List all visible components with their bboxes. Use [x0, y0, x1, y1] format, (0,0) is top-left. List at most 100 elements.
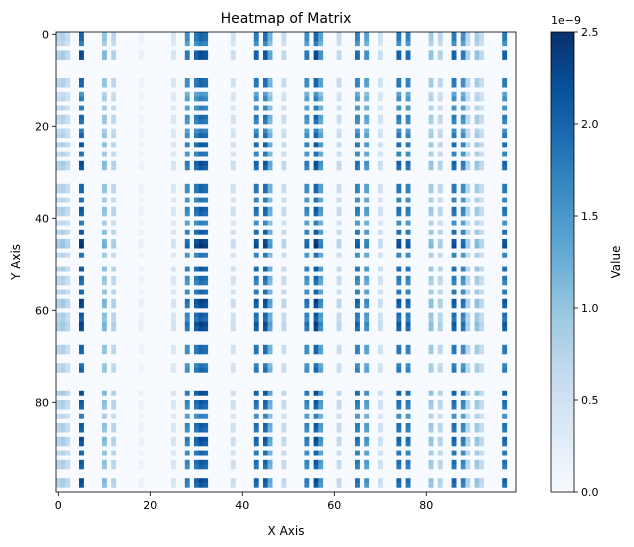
heatmap-cell — [465, 55, 471, 60]
heatmap-cell — [203, 142, 209, 148]
heatmap-cell — [437, 482, 443, 488]
heatmap-cell — [253, 298, 259, 304]
heatmap-cell — [405, 464, 411, 470]
heatmap-cell — [405, 404, 411, 410]
heatmap-cell — [79, 41, 84, 47]
heatmap-cell — [138, 441, 144, 447]
heatmap-cell — [479, 32, 485, 37]
heatmap-cell — [102, 344, 107, 350]
heatmap-cell — [460, 363, 466, 369]
heatmap-cell — [313, 55, 319, 60]
heatmap-cell — [267, 114, 273, 120]
heatmap-cell — [198, 91, 204, 97]
heatmap-cell — [203, 82, 209, 88]
heatmap-cell — [138, 96, 144, 102]
heatmap-cell — [111, 165, 117, 171]
heatmap-cell — [313, 344, 319, 350]
heatmap-cell — [171, 142, 176, 148]
heatmap-cell — [465, 349, 471, 355]
heatmap-cell — [396, 312, 402, 318]
heatmap-cell — [474, 317, 480, 323]
heatmap-cell — [364, 239, 370, 244]
heatmap-cell — [378, 298, 383, 304]
heatmap-cell — [60, 165, 66, 171]
heatmap-cell — [465, 344, 471, 350]
heatmap-cell — [364, 280, 370, 286]
heatmap-cell — [437, 239, 443, 244]
heatmap-cell — [60, 188, 66, 194]
heatmap-cell — [405, 78, 411, 83]
heatmap-cell — [60, 266, 66, 272]
heatmap-cell — [474, 160, 480, 166]
heatmap-cell — [102, 32, 107, 37]
heatmap-cell — [56, 229, 61, 235]
heatmap-cell — [355, 427, 360, 433]
x-tick-label: 0 — [55, 499, 62, 512]
heatmap-cell — [171, 478, 176, 484]
heatmap-cell — [65, 450, 71, 456]
heatmap-cell — [336, 321, 342, 327]
heatmap-cell — [230, 119, 236, 125]
heatmap-cell — [451, 321, 457, 327]
heatmap-cell — [184, 32, 190, 37]
heatmap-cell — [304, 400, 310, 405]
heatmap-cell — [364, 312, 370, 318]
heatmap-cell — [253, 280, 259, 286]
heatmap-cell — [364, 91, 370, 97]
heatmap-cell — [171, 36, 176, 42]
heatmap-cell — [451, 206, 457, 212]
heatmap-cell — [65, 151, 71, 157]
heatmap-cell — [405, 188, 411, 194]
heatmap-cell — [60, 349, 66, 355]
heatmap-cell — [198, 32, 204, 37]
heatmap-cell — [460, 312, 466, 318]
heatmap-cell — [230, 367, 236, 373]
heatmap-cell — [253, 50, 259, 56]
heatmap-cell — [364, 183, 370, 189]
heatmap-cell — [405, 82, 411, 88]
heatmap-cell — [253, 41, 259, 47]
heatmap-cell — [355, 220, 360, 226]
heatmap-cell — [378, 197, 383, 203]
heatmap-cell — [396, 243, 402, 249]
heatmap-cell — [460, 459, 466, 465]
heatmap-cell — [253, 441, 259, 447]
heatmap-cell — [263, 243, 268, 249]
heatmap-cell — [405, 289, 411, 295]
heatmap-cell — [79, 78, 84, 83]
heatmap-cell — [198, 82, 204, 88]
heatmap-cell — [79, 239, 84, 244]
heatmap-cell — [474, 423, 480, 428]
y-tick-label: 60 — [35, 304, 49, 317]
heatmap-cell — [474, 459, 480, 465]
heatmap-cell — [502, 183, 508, 189]
heatmap-cell — [194, 321, 199, 327]
heatmap-cell — [465, 326, 471, 332]
heatmap-cell — [502, 114, 508, 120]
heatmap-cell — [364, 482, 370, 488]
heatmap-cell — [364, 423, 370, 428]
heatmap-cell — [79, 289, 84, 295]
heatmap-cell — [313, 229, 319, 235]
heatmap-cell — [479, 303, 485, 309]
heatmap-cell — [138, 464, 144, 470]
heatmap-cell — [171, 303, 176, 309]
heatmap-cell — [318, 413, 324, 419]
heatmap-cell — [460, 478, 466, 484]
heatmap-cell — [171, 482, 176, 488]
heatmap-cell — [230, 78, 236, 83]
heatmap-cell — [253, 404, 259, 410]
heatmap-cell — [437, 55, 443, 60]
heatmap-cell — [465, 128, 471, 134]
heatmap-cell — [230, 459, 236, 465]
heatmap-cell — [451, 119, 457, 125]
heatmap-cell — [253, 464, 259, 470]
heatmap-cell — [313, 211, 319, 217]
heatmap-cell — [230, 133, 236, 139]
heatmap-cell — [230, 82, 236, 88]
heatmap-cell — [460, 78, 466, 83]
heatmap-cell — [465, 441, 471, 447]
heatmap-cell — [451, 478, 457, 484]
heatmap-cell — [171, 197, 176, 203]
heatmap-cell — [502, 423, 508, 428]
